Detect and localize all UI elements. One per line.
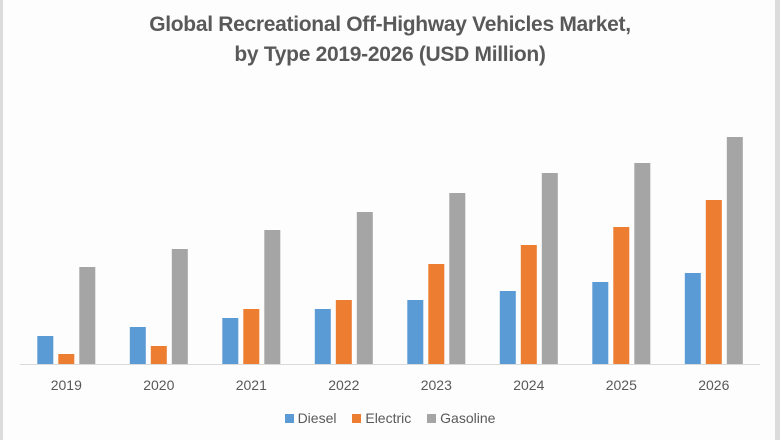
legend-swatch-diesel xyxy=(284,414,294,423)
bar-gasoline-2025 xyxy=(634,163,651,364)
chart-title-line-1: Global Recreational Off-Highway Vehicles… xyxy=(149,13,631,36)
bar-electric-2019 xyxy=(58,354,75,364)
x-tick-label-2020: 2020 xyxy=(143,377,174,393)
bar-diesel-2024 xyxy=(499,291,516,364)
x-tick-label-2026: 2026 xyxy=(698,377,729,393)
bar-diesel-2021 xyxy=(222,318,239,364)
bar-diesel-2020 xyxy=(129,327,146,364)
bar-electric-2023 xyxy=(428,264,445,364)
x-tick-labels: 2019 2020 2021 2022 2023 2024 2025 2026 xyxy=(51,377,730,393)
bar-gasoline-2022 xyxy=(356,212,373,364)
x-tick-label-2024: 2024 xyxy=(513,377,544,393)
bar-gasoline-2020 xyxy=(171,249,188,364)
bar-diesel-2019 xyxy=(37,336,54,364)
x-tick-label-2021: 2021 xyxy=(236,377,267,393)
bar-gasoline-2019 xyxy=(79,267,96,364)
chart-title: Global Recreational Off-Highway Vehicles… xyxy=(0,10,780,70)
legend-swatch-gasoline xyxy=(427,414,437,423)
bar-diesel-2022 xyxy=(314,309,331,364)
bar-electric-2022 xyxy=(335,300,352,364)
bar-diesel-2023 xyxy=(407,300,424,364)
x-tick-label-2022: 2022 xyxy=(328,377,359,393)
x-tick-label-2023: 2023 xyxy=(421,377,452,393)
x-tick-label-2019: 2019 xyxy=(51,377,82,393)
legend-item-electric[interactable]: Electric xyxy=(352,410,411,426)
bar-diesel-2026 xyxy=(684,273,701,364)
bar-electric-2020 xyxy=(150,346,167,364)
bar-electric-2021 xyxy=(243,309,260,364)
bar-gasoline-2026 xyxy=(726,137,743,364)
bar-gasoline-2023 xyxy=(449,193,466,364)
legend-label-diesel: Diesel xyxy=(297,410,337,426)
bar-gasoline-2021 xyxy=(264,230,281,364)
chart-title-line-2: by Type 2019-2026 (USD Million) xyxy=(234,43,546,66)
legend: Diesel Electric Gasoline xyxy=(0,410,780,426)
legend-label-electric: Electric xyxy=(365,410,412,426)
bar-electric-2025 xyxy=(613,227,630,364)
bar-gasoline-2024 xyxy=(541,173,558,364)
legend-swatch-electric xyxy=(352,414,362,423)
x-tick-label-2025: 2025 xyxy=(606,377,637,393)
legend-label-gasoline: Gasoline xyxy=(440,410,496,426)
bars-group xyxy=(37,137,743,364)
legend-item-gasoline[interactable]: Gasoline xyxy=(427,410,495,426)
bar-diesel-2025 xyxy=(592,282,609,364)
bar-electric-2026 xyxy=(705,200,722,364)
legend-item-diesel[interactable]: Diesel xyxy=(284,410,337,426)
bar-electric-2024 xyxy=(520,245,537,364)
